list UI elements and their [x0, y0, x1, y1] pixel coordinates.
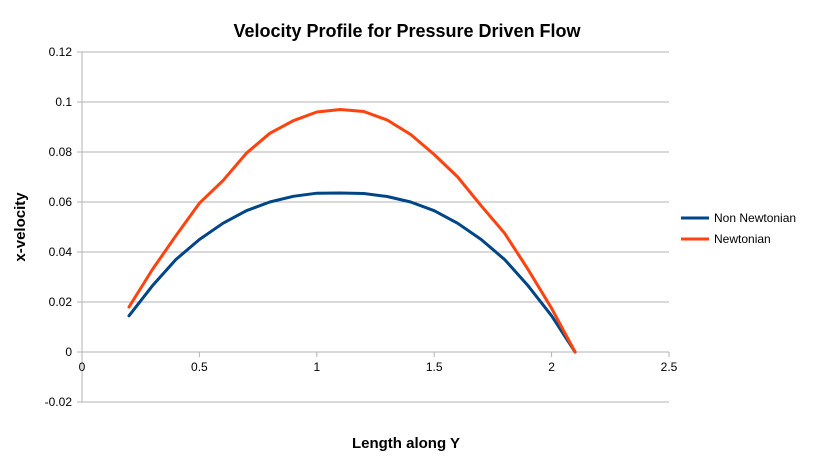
- x-axis-title: Length along Y: [352, 435, 460, 452]
- x-tick-label: 2: [548, 360, 555, 374]
- y-tick-label: 0.02: [49, 295, 73, 309]
- y-tick-label: 0.08: [49, 145, 73, 159]
- x-tick-label: 2.5: [661, 360, 678, 374]
- y-tick-label: 0.1: [55, 95, 72, 109]
- legend-label-0: Non Newtonian: [714, 211, 796, 225]
- legend-label-1: Newtonian: [714, 232, 771, 246]
- series-line-0: [127, 191, 577, 354]
- legend: Non Newtonian Newtonian: [681, 211, 796, 246]
- x-tick-label: 1.5: [426, 360, 443, 374]
- chart-title: Velocity Profile for Pressure Driven Flo…: [233, 21, 581, 41]
- y-axis-title: x-velocity: [12, 192, 29, 262]
- axes: [81, 52, 669, 402]
- y-tick-label: 0.12: [49, 45, 73, 59]
- y-axis-ticks: -0.02 0 0.02 0.04 0.06 0.08 0.1 0.12: [45, 45, 82, 409]
- gridlines: [82, 51, 669, 403]
- y-tick-label: 0.06: [49, 195, 73, 209]
- y-tick-label: 0: [65, 345, 72, 359]
- y-tick-label: 0.04: [49, 245, 73, 259]
- x-tick-label: 0.5: [191, 360, 208, 374]
- y-tick-label: -0.02: [45, 395, 73, 409]
- series-line-1: [127, 108, 577, 354]
- x-axis-ticks: 0 0.5 1 1.5 2 2.5: [79, 352, 678, 374]
- series-lines: [127, 108, 577, 354]
- x-tick-label: 1: [313, 360, 320, 374]
- x-tick-label: 0: [79, 360, 86, 374]
